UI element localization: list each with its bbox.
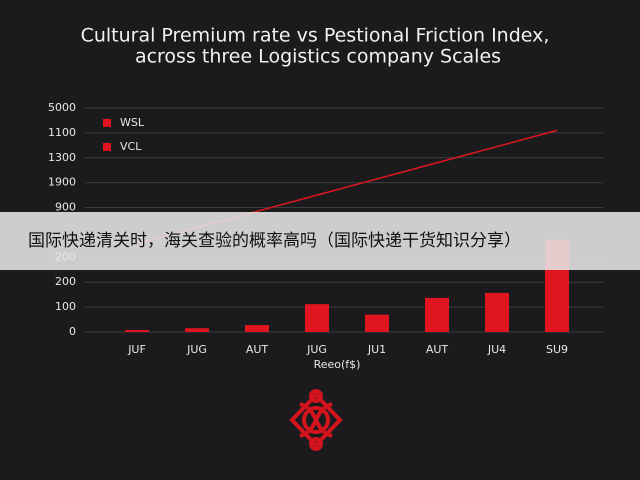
y-tick-label: 1900 bbox=[48, 176, 76, 189]
logo bbox=[289, 389, 343, 451]
bar bbox=[485, 292, 509, 332]
legend-label: WSL bbox=[120, 116, 145, 129]
y-tick-label: 1300 bbox=[48, 151, 76, 164]
y-tick-label: 1100 bbox=[48, 126, 76, 139]
bar bbox=[185, 328, 209, 332]
chart-title: Cultural Premium rate vs Pestional Frict… bbox=[81, 25, 550, 47]
y-tick-label: 0 bbox=[69, 325, 76, 338]
legend-label: VCL bbox=[120, 140, 142, 153]
x-tick-label: JU1 bbox=[367, 343, 386, 356]
bar bbox=[425, 297, 449, 332]
chart-title: across three Logistics company Scales bbox=[135, 46, 501, 68]
y-tick-label: 200 bbox=[55, 275, 76, 288]
banner: 国际快递清关时，海关查验的概率高吗（国际快递干货知识分享） bbox=[0, 212, 640, 270]
x-tick-label: JUG bbox=[306, 343, 327, 356]
x-axis-label: Reeo(f$) bbox=[314, 358, 361, 371]
y-tick-label: 5000 bbox=[48, 101, 76, 114]
x-tick-label: JU4 bbox=[487, 343, 506, 356]
bar bbox=[245, 325, 269, 332]
y-tick-label: 900 bbox=[55, 201, 76, 214]
y-tick-label: 100 bbox=[55, 300, 76, 313]
bar bbox=[365, 314, 389, 332]
x-tick-label: JUF bbox=[127, 343, 146, 356]
legend-swatch bbox=[103, 119, 111, 127]
x-tick-label: JUG bbox=[186, 343, 207, 356]
bar bbox=[125, 330, 149, 332]
x-tick-label: AUT bbox=[426, 343, 449, 356]
x-tick-label: SU9 bbox=[546, 343, 568, 356]
bar bbox=[305, 304, 329, 332]
legend-swatch bbox=[103, 143, 111, 151]
x-tick-label: AUT bbox=[246, 343, 269, 356]
